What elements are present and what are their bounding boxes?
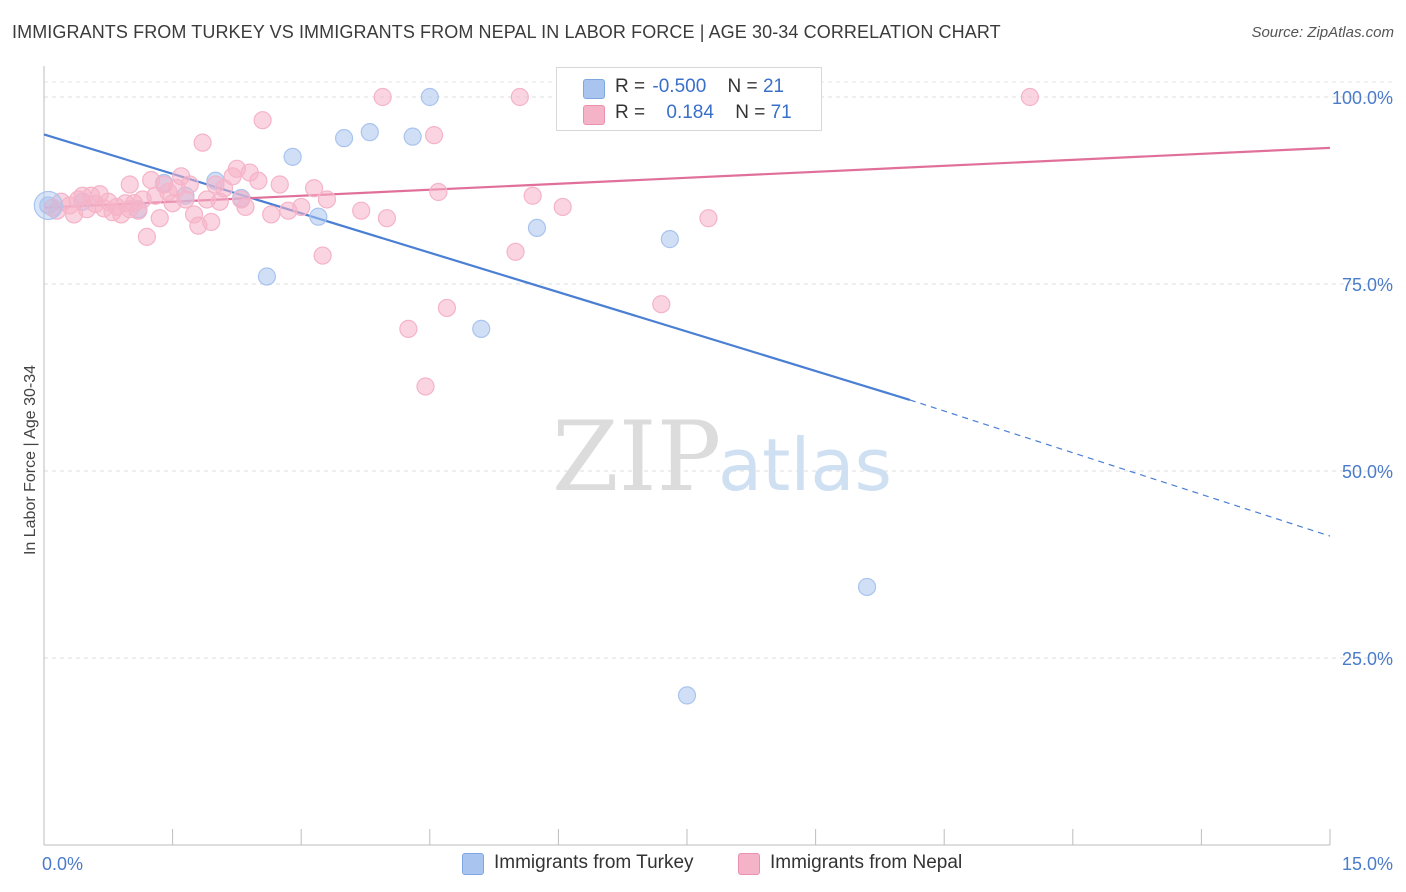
point-nepal [523, 186, 542, 205]
point-nepal [429, 182, 448, 202]
chart-title: IMMIGRANTS FROM TURKEY VS IMMIGRANTS FRO… [12, 22, 1001, 42]
point-nepal [176, 190, 195, 209]
point-nepal [253, 111, 272, 130]
y-tick-label: 75.0% [1342, 275, 1393, 295]
point-nepal [193, 133, 212, 152]
y-tick-label: 25.0% [1342, 649, 1393, 669]
trend-line-nepal [43, 146, 1331, 209]
point-nepal [262, 205, 281, 224]
point-nepal [236, 197, 255, 217]
point-nepal [424, 126, 444, 145]
point-turkey [360, 123, 379, 142]
source-label: Source: ZipAtlas.com [1251, 24, 1394, 41]
point-nepal [150, 209, 169, 228]
watermark-zip: ZIP [552, 401, 721, 513]
point-nepal [699, 209, 718, 228]
point-nepal [510, 87, 529, 107]
legend-r-value: -0.500 [652, 76, 707, 97]
legend-r-label: R = [615, 102, 646, 123]
point-nepal [373, 87, 392, 107]
bottom-legend-swatch-nepal [738, 853, 760, 875]
legend-r-value: 0.184 [666, 102, 714, 123]
watermark-atlas: atlas [718, 423, 892, 507]
bottom-legend-label-nepal: Immigrants from Nepal [770, 852, 963, 873]
point-turkey [527, 218, 547, 237]
point-nepal [202, 212, 221, 232]
correlation-legend: R = -0.500 N = 21 R = 0.184 N = 71 [556, 67, 822, 131]
y-tick-labels: 100.0% 75.0% 50.0% 25.0% [1332, 88, 1393, 669]
point-turkey [420, 87, 439, 107]
legend-n-value: 21 [762, 76, 785, 97]
point-nepal [506, 242, 525, 261]
x-tick-label: 0.0% [42, 854, 83, 874]
x-tick-labels: 0.0% 15.0% [42, 854, 1393, 874]
point-turkey [472, 319, 491, 338]
y-tick-label: 50.0% [1342, 462, 1393, 482]
point-nepal [399, 319, 418, 338]
trend-line-turkey-extension [909, 399, 1331, 537]
point-nepal [249, 171, 268, 190]
point-nepal [377, 209, 397, 228]
scatter-points [33, 87, 1040, 705]
axes [43, 66, 1331, 846]
legend-n-label: N = [735, 102, 766, 123]
point-turkey [257, 267, 277, 286]
point-nepal [652, 295, 671, 314]
point-turkey [309, 207, 328, 226]
point-nepal [352, 201, 371, 220]
y-tick-label: 100.0% [1332, 88, 1393, 108]
point-nepal [137, 227, 156, 246]
point-nepal [437, 298, 457, 318]
point-nepal [73, 186, 92, 205]
point-nepal [64, 205, 84, 224]
point-nepal [120, 200, 139, 219]
legend-r-label: R = [615, 76, 646, 97]
legend-n-label: N = [727, 76, 758, 97]
point-nepal [270, 175, 289, 194]
y-axis-label: In Labor Force | Age 30-34 [22, 365, 39, 555]
point-turkey [283, 147, 302, 166]
point-turkey [403, 127, 422, 146]
point-nepal [292, 197, 311, 217]
point-nepal [313, 246, 332, 265]
point-turkey [660, 230, 679, 249]
point-turkey [677, 686, 697, 705]
bottom-legend-swatch-turkey [462, 853, 484, 875]
point-turkey [857, 577, 877, 597]
point-turkey [334, 129, 354, 148]
point-nepal [210, 192, 229, 211]
point-turkey-large [33, 190, 63, 221]
point-nepal [416, 377, 435, 396]
bottom-legend-label-turkey: Immigrants from Turkey [494, 852, 694, 873]
x-tick-label: 15.0% [1342, 854, 1393, 874]
point-nepal [120, 175, 139, 194]
point-nepal [317, 190, 337, 209]
legend-n-value: 71 [770, 102, 792, 123]
legend-swatch-nepal [583, 105, 605, 125]
point-nepal [47, 201, 66, 220]
point-nepal [304, 179, 324, 198]
point-nepal [1020, 87, 1040, 107]
point-nepal [553, 197, 572, 217]
legend-swatch-turkey [583, 79, 605, 99]
point-nepal [180, 175, 199, 194]
